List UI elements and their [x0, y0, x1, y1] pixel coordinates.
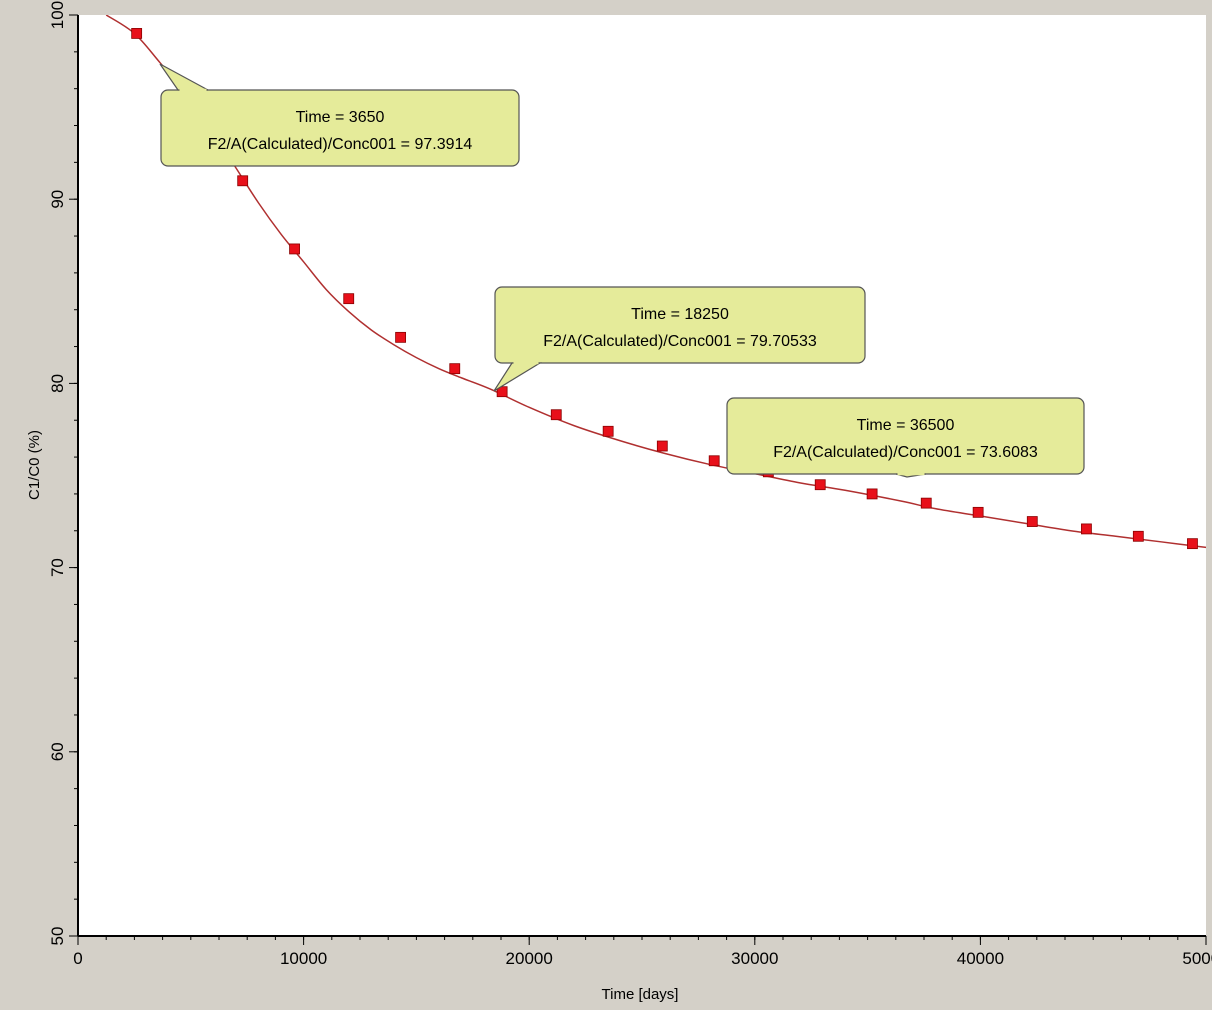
y-axis-title: C1/C0 (%) — [26, 430, 43, 500]
axes — [77, 15, 1206, 937]
callout-1: Time = 3650 F2/A(Calculated)/Conc001 = 97… — [159, 63, 520, 167]
x-tick-label: 10000 — [280, 949, 327, 968]
y-tick-label: 90 — [48, 190, 67, 209]
x-tick-label: 50000 — [1182, 949, 1212, 968]
callout-value-text: F2/A(Calculated)/Conc001 = 73.6083 — [773, 444, 1038, 461]
x-tick-label: 0 — [73, 949, 82, 968]
data-marker — [1132, 530, 1144, 542]
y-tick-label: 100 — [48, 1, 67, 29]
data-marker — [131, 28, 143, 39]
callout-2: Time = 18250 F2/A(Calculated)/Conc001 = 7… — [493, 286, 866, 392]
data-marker — [814, 479, 826, 491]
x-tick-label: 40000 — [957, 949, 1004, 968]
callout-value-text: F2/A(Calculated)/Conc001 = 79.70533 — [543, 333, 817, 350]
callout-box — [726, 397, 1085, 475]
callout-box — [494, 286, 866, 364]
callout-3: Time = 36500 F2/A(Calculated)/Conc001 = 7… — [726, 397, 1085, 478]
callout-box — [160, 89, 520, 167]
data-marker — [237, 175, 249, 187]
data-marker — [1187, 538, 1198, 550]
data-marker — [972, 506, 984, 518]
callout-value-text: F2/A(Calculated)/Conc001 = 97.3914 — [208, 136, 473, 153]
data-marker — [289, 243, 300, 255]
plot-area — [78, 15, 1206, 936]
x-axis-title: Time [days] — [602, 986, 679, 1003]
axis-ticks: 0 10000 20000 30000 40000 50000 50 60 70 80 90 100 — [48, 1, 1212, 968]
callout-time-text: Time = 3650 — [296, 109, 385, 126]
y-tick-label: 60 — [48, 742, 67, 761]
data-marker — [343, 293, 355, 305]
data-marker — [602, 425, 614, 437]
data-marker — [866, 488, 878, 500]
data-marker — [1081, 523, 1092, 535]
data-marker — [708, 455, 720, 467]
x-tick-label: 30000 — [731, 949, 778, 968]
data-marker — [550, 409, 562, 421]
data-marker — [449, 363, 461, 375]
y-tick-label: 70 — [48, 558, 67, 577]
data-marker — [920, 497, 932, 509]
callout-time-text: Time = 18250 — [631, 306, 729, 323]
data-marker — [1026, 516, 1038, 527]
data-marker — [395, 331, 407, 343]
y-tick-label: 80 — [48, 374, 67, 393]
callout-time-text: Time = 36500 — [857, 417, 955, 434]
data-marker — [656, 440, 668, 452]
y-tick-label: 50 — [48, 927, 67, 946]
annotation-callouts: Time = 3650 F2/A(Calculated)/Conc001 = 97… — [159, 63, 1085, 478]
x-tick-label: 20000 — [506, 949, 553, 968]
